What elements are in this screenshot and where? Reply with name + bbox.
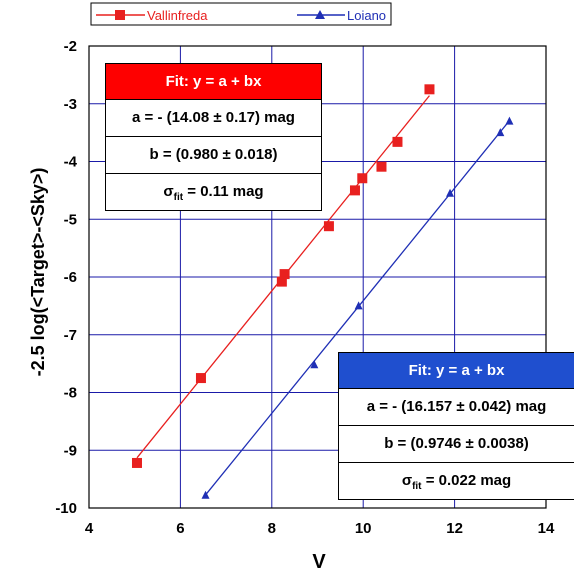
data-point-vallinfreda (131, 457, 142, 468)
data-point-loiano (310, 360, 319, 369)
data-point-vallinfreda (392, 136, 403, 147)
x-tick-label: 6 (176, 520, 184, 537)
y-tick-label: -8 (64, 385, 77, 402)
fit-box-loiano: Fit: y = a + bx a = - (16.157 ± 0.042) m… (338, 352, 574, 500)
legend: Vallinfreda Loiano (90, 2, 392, 26)
fit-sigma: σfit = 0.022 mag (339, 462, 574, 499)
y-tick-label: -4 (64, 154, 78, 171)
legend-label-vallinfreda: Vallinfreda (147, 8, 208, 23)
sigma-symbol: σ (163, 183, 174, 200)
fit-param-b: b = (0.9746 ± 0.0038) (339, 425, 574, 462)
y-tick-label: -2 (64, 38, 77, 55)
legend-marker-loiano (315, 10, 325, 19)
data-point-vallinfreda (424, 84, 435, 95)
data-point-vallinfreda (276, 276, 287, 287)
data-point-loiano (505, 116, 514, 125)
data-point-loiano (354, 301, 363, 310)
plot-frame (88, 45, 547, 509)
y-axis-label: -2.5 log(<Target>-<Sky>) (28, 168, 48, 377)
fit-box-header: Fit: y = a + bx (106, 64, 321, 99)
sigma-value: = 0.022 mag (421, 472, 512, 489)
y-tick-label: -7 (64, 327, 77, 344)
legend-frame (90, 2, 392, 26)
data-point-vallinfreda (195, 373, 206, 384)
sigma-value: = 0.11 mag (183, 183, 264, 200)
sigma-subscript: fit (412, 481, 422, 492)
data-point-vallinfreda (376, 161, 387, 172)
x-tick-label: 8 (268, 520, 276, 537)
data-point-vallinfreda (323, 221, 334, 232)
sigma-symbol: σ (401, 472, 413, 489)
data-point-loiano (201, 490, 210, 499)
fit-sigma: σfit = 0.11 mag (106, 173, 321, 210)
tick-labels: 4 6 8 10 12 14 -2 -3 -4 -5 -6 -7 -8 -9 -10 (55, 38, 555, 537)
legend-label-loiano: Loiano (347, 8, 386, 23)
y-tick-label: -5 (64, 211, 77, 228)
x-tick-label: 4 (85, 520, 94, 537)
x-tick-label: 10 (355, 520, 372, 537)
data-point-vallinfreda (279, 269, 290, 280)
legend-marker-vallinfreda (115, 10, 125, 20)
fit-param-a: a = - (14.08 ± 0.17) mag (106, 99, 321, 136)
x-axis-label: V (312, 551, 326, 573)
y-tick-label: -6 (64, 269, 77, 286)
y-tick-label: -10 (55, 500, 77, 517)
x-tick-label: 14 (538, 520, 555, 537)
sigma-subscript: fit (173, 192, 184, 203)
data-point-vallinfreda (357, 173, 368, 184)
fit-param-b: b = (0.980 ± 0.018) (106, 136, 321, 173)
fit-box-vallinfreda: Fit: y = a + bx a = - (14.08 ± 0.17) mag… (105, 63, 322, 211)
data-point-loiano (496, 128, 505, 137)
fit-box-header: Fit: y = a + bx (339, 353, 574, 388)
data-point-loiano (446, 188, 455, 197)
y-tick-label: -3 (64, 96, 77, 113)
data-points (131, 84, 514, 499)
data-point-vallinfreda (349, 185, 360, 196)
y-tick-label: -9 (64, 442, 77, 459)
fit-param-a: a = - (16.157 ± 0.042) mag (339, 388, 574, 425)
x-tick-label: 12 (446, 520, 463, 537)
